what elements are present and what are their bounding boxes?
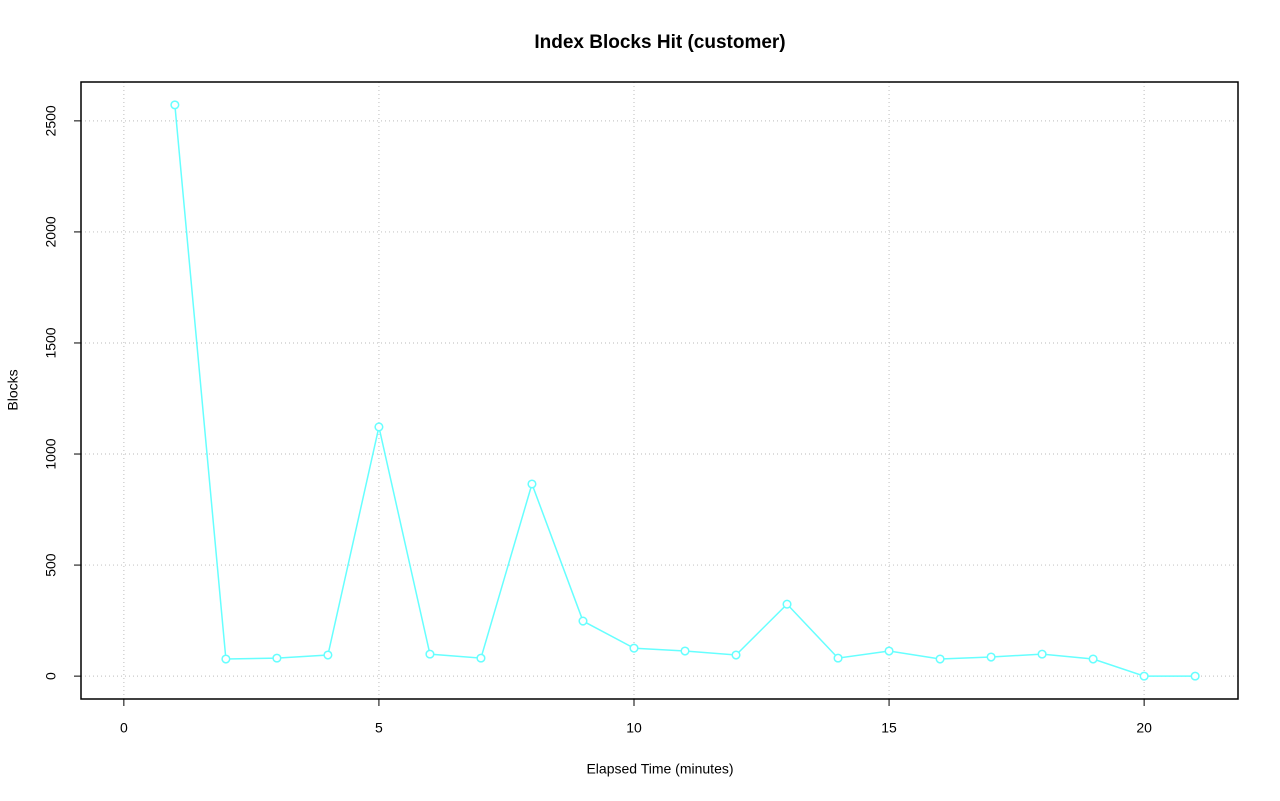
point bbox=[782, 599, 792, 609]
chart-title: Index Blocks Hit (customer) bbox=[534, 32, 785, 53]
point bbox=[272, 653, 282, 663]
point bbox=[1139, 671, 1149, 681]
point bbox=[425, 649, 435, 659]
point bbox=[935, 654, 945, 664]
point bbox=[680, 646, 690, 656]
point bbox=[833, 653, 843, 663]
point bbox=[221, 654, 231, 664]
point bbox=[374, 422, 384, 432]
x-tick-label: 15 bbox=[881, 720, 897, 736]
point bbox=[578, 616, 588, 626]
series-line bbox=[174, 104, 1196, 677]
x-tick-label: 20 bbox=[1136, 720, 1152, 736]
point bbox=[884, 646, 894, 656]
y-tick-label: 2500 bbox=[43, 105, 59, 136]
y-tick-label: 2000 bbox=[43, 216, 59, 247]
point bbox=[1037, 649, 1047, 659]
point bbox=[1190, 671, 1200, 681]
point bbox=[323, 650, 333, 660]
point bbox=[986, 652, 996, 662]
y-tick-label: 0 bbox=[43, 672, 59, 680]
point bbox=[476, 653, 486, 663]
y-tick-label: 500 bbox=[43, 553, 59, 577]
point bbox=[629, 643, 639, 653]
y-tick-label: 1500 bbox=[43, 327, 59, 358]
y-axis-label: Blocks bbox=[5, 369, 21, 410]
point bbox=[527, 479, 537, 489]
plot-frame bbox=[80, 81, 1239, 700]
x-tick-label: 0 bbox=[120, 720, 128, 736]
x-axis-label: Elapsed Time (minutes) bbox=[586, 761, 733, 777]
point bbox=[731, 650, 741, 660]
point bbox=[170, 100, 180, 110]
x-tick-label: 5 bbox=[375, 720, 383, 736]
y-tick-label: 1000 bbox=[43, 438, 59, 469]
x-tick-label: 10 bbox=[626, 720, 642, 736]
point bbox=[1088, 654, 1098, 664]
